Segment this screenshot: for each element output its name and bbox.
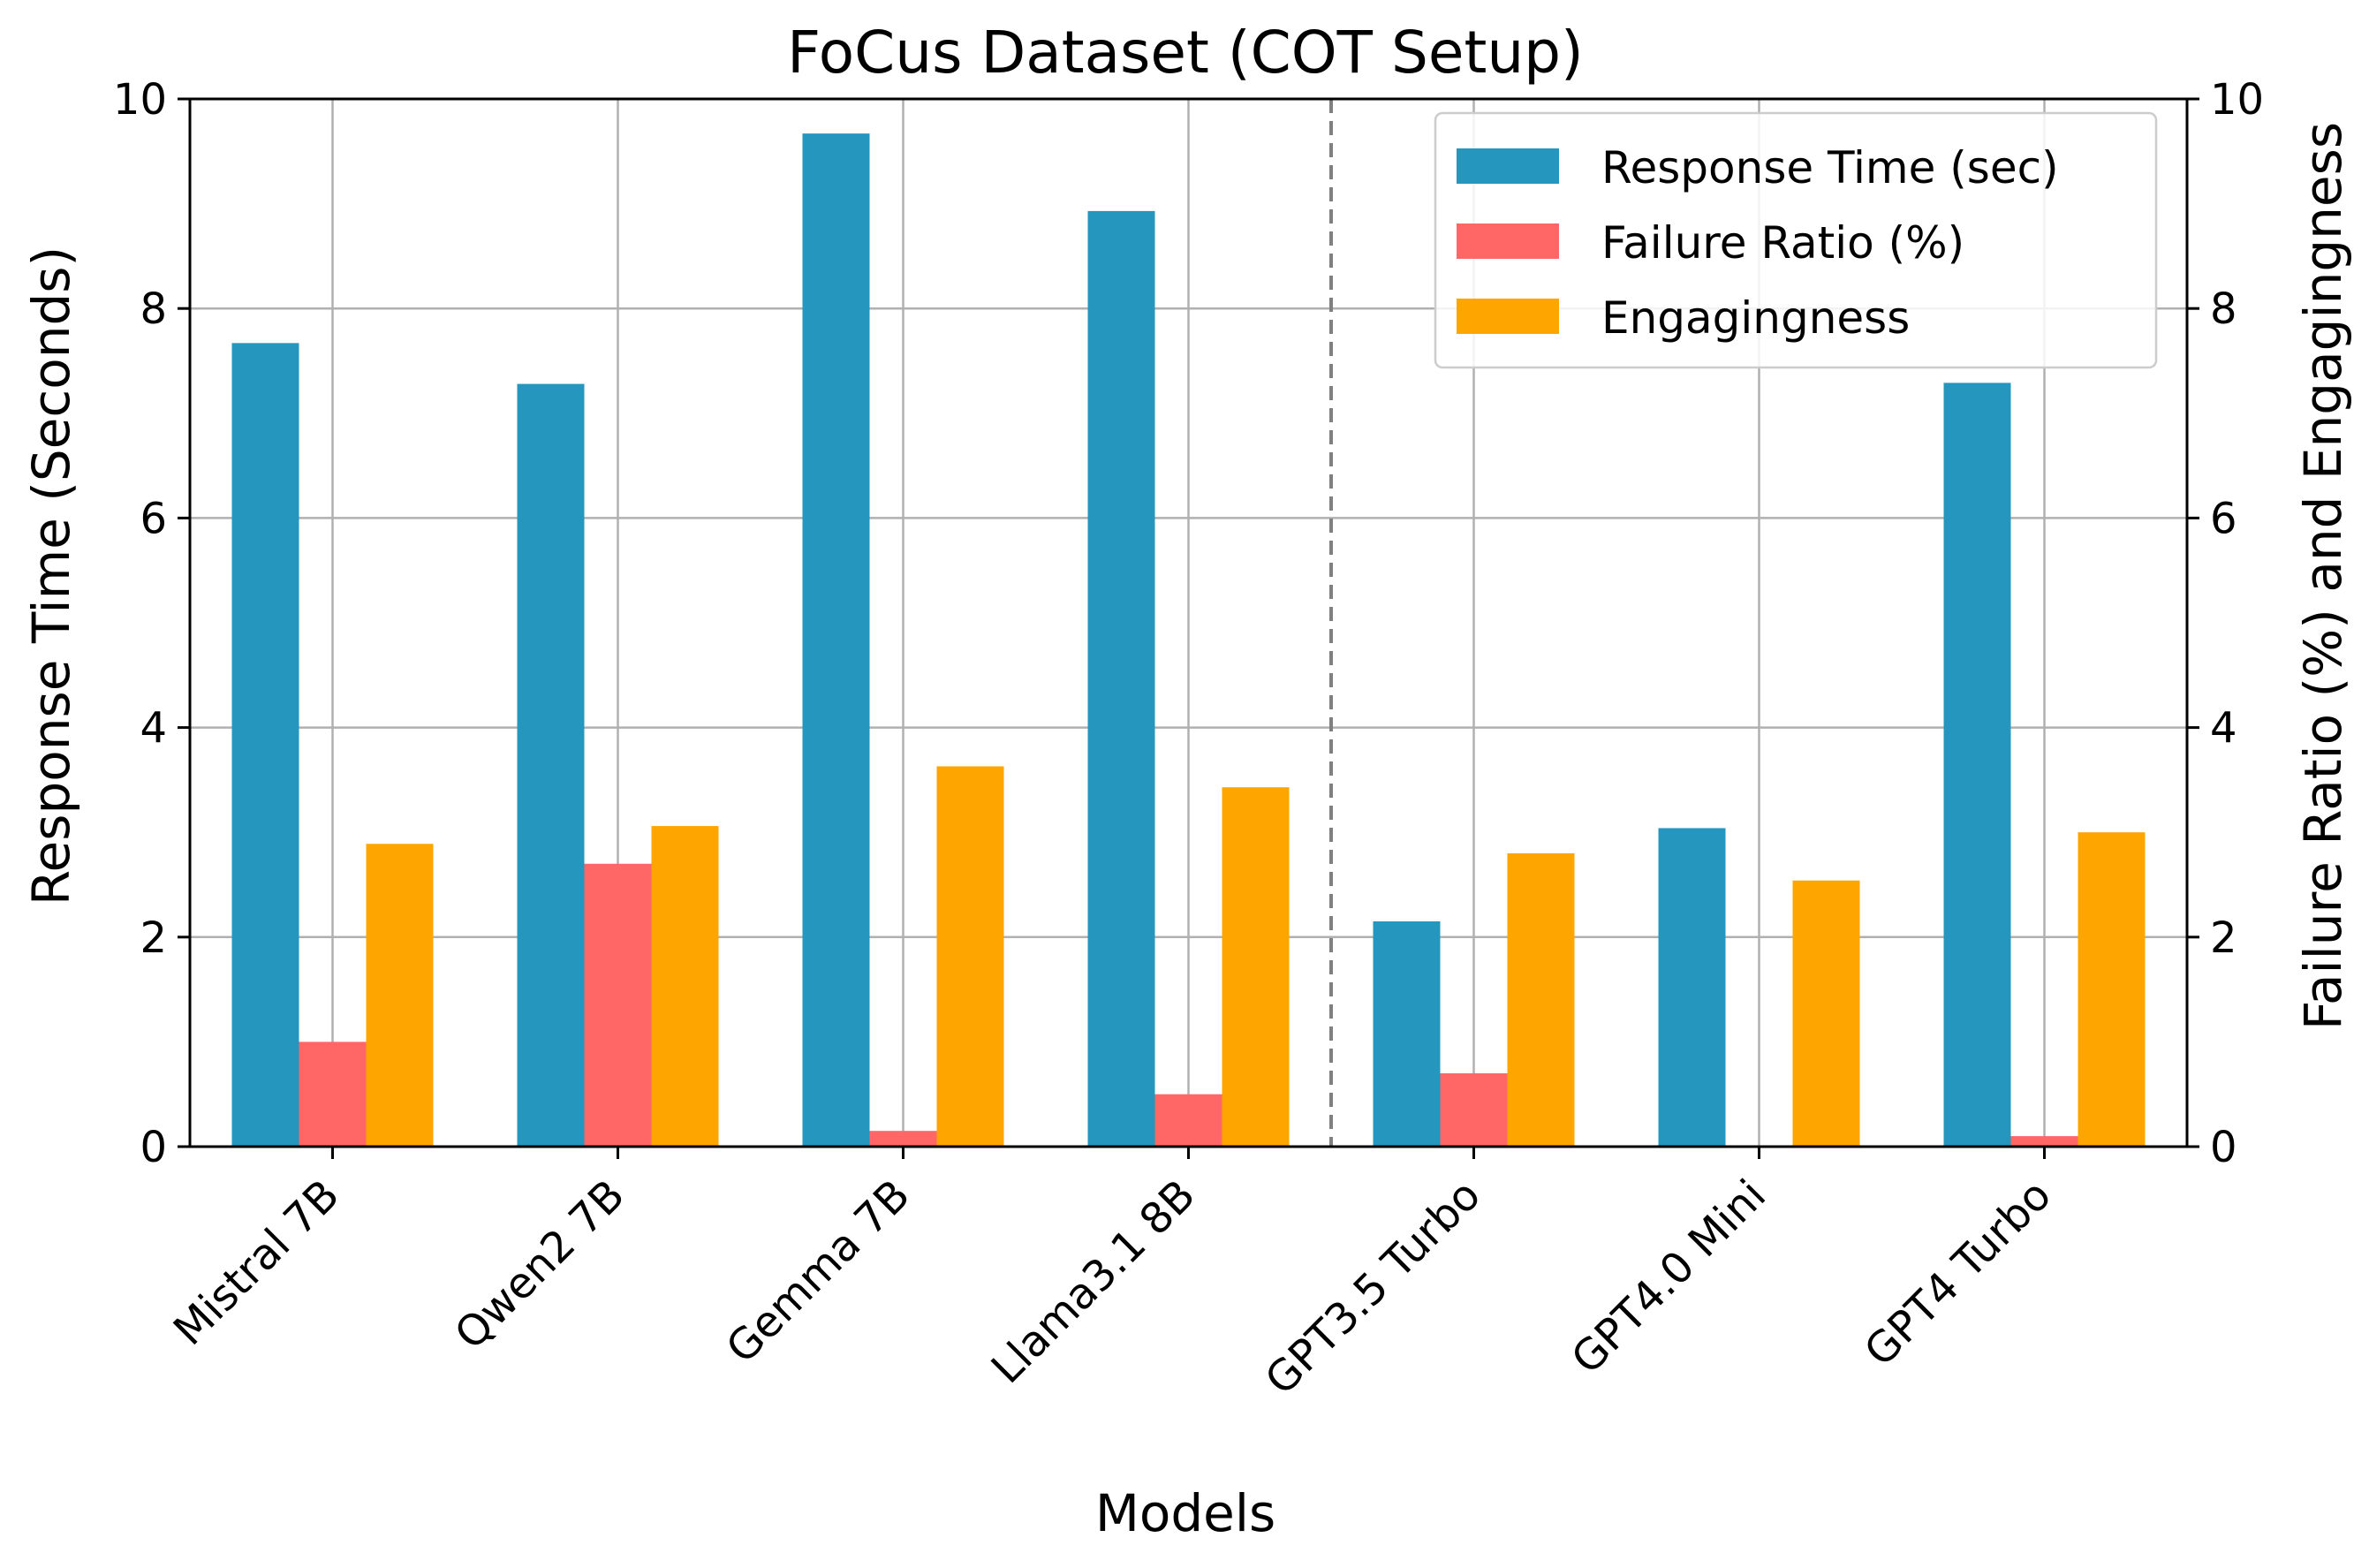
x-axis-label: Models (1095, 1483, 1275, 1543)
x-tick-label-qwen2-7b: Qwen2 7B (445, 1170, 634, 1360)
y-tick-label: 8 (140, 284, 167, 334)
legend-swatch-engagingness (1457, 299, 1559, 334)
bar-response-time-sec-gemma-7b (802, 133, 870, 1148)
bar-engagingness-gpt4-0-mini (1792, 880, 1860, 1147)
bar-engagingness-gpt4-turbo (2078, 832, 2146, 1147)
x-tick-label-gpt4-0-mini: GPT4.0 Mini (1562, 1170, 1775, 1384)
bar-failure-ratio-gpt4-turbo (2010, 1136, 2078, 1147)
y-tick-label: 0 (140, 1123, 167, 1172)
y-tick-label-right: 8 (2210, 284, 2237, 334)
x-tick-label-mistral-7b: Mistral 7B (164, 1170, 349, 1355)
y-tick-label: 2 (140, 913, 167, 963)
bars (231, 133, 2146, 1148)
legend-swatch-failure-ratio (1457, 223, 1559, 259)
y-tick-label-right: 6 (2210, 494, 2237, 543)
bar-failure-ratio-qwen2-7b (584, 863, 652, 1147)
y-tick-label: 4 (140, 704, 167, 754)
bar-failure-ratio-mistral-7b (299, 1042, 367, 1147)
y-tick-label: 10 (113, 75, 167, 125)
bar-engagingness-llama3-1-8b (1222, 787, 1290, 1147)
y-tick-label-right: 2 (2210, 913, 2237, 963)
x-tick-label-gemma-7b: Gemma 7B (717, 1170, 920, 1373)
legend-label-response-time-sec: Response Time (sec) (1601, 142, 2059, 193)
y-tick-label-right: 4 (2210, 704, 2237, 754)
bar-response-time-sec-mistral-7b (231, 343, 299, 1147)
legend-swatch-response-time-sec (1457, 148, 1559, 184)
bar-response-time-sec-gpt4-turbo (1943, 383, 2011, 1147)
bar-engagingness-gpt3-5-turbo (1507, 852, 1575, 1147)
bar-response-time-sec-gpt3-5-turbo (1373, 921, 1441, 1147)
bar-failure-ratio-gemma-7b (869, 1131, 937, 1147)
chart-title: FoCus Dataset (COT Setup) (787, 19, 1584, 87)
legend-label-failure-ratio: Failure Ratio (%) (1601, 217, 1964, 269)
y-tick-label-right: 10 (2210, 75, 2264, 125)
bar-failure-ratio-llama3-1-8b (1154, 1094, 1222, 1147)
y-tick-label: 6 (140, 494, 167, 543)
bar-response-time-sec-llama3-1-8b (1087, 210, 1155, 1148)
x-tick-label-llama3-1-8b: Llama3.1 8B (982, 1170, 1205, 1393)
legend-label-engagingness: Engagingness (1601, 292, 1910, 344)
bar-response-time-sec-gpt4-0-mini (1658, 828, 1726, 1147)
y-tick-label-right: 0 (2210, 1123, 2237, 1172)
y-axis-label: Response Time (Seconds) (21, 246, 81, 905)
x-tick-label-gpt3-5-turbo: GPT3.5 Turbo (1256, 1170, 1490, 1405)
bar-engagingness-gemma-7b (936, 766, 1004, 1147)
x-tick-label-gpt4-turbo: GPT4 Turbo (1855, 1170, 2061, 1376)
y-axis-label-right: Failure Ratio (%) and Engagingness (2293, 122, 2353, 1030)
bar-failure-ratio-gpt3-5-turbo (1440, 1072, 1508, 1147)
legend: Response Time (sec) Failure Ratio (%) Enga… (1434, 111, 2158, 369)
bar-engagingness-qwen2-7b (651, 826, 719, 1147)
legend-box (1434, 111, 2158, 369)
bar-response-time-sec-qwen2-7b (517, 383, 585, 1147)
bar-engagingness-mistral-7b (366, 844, 434, 1147)
